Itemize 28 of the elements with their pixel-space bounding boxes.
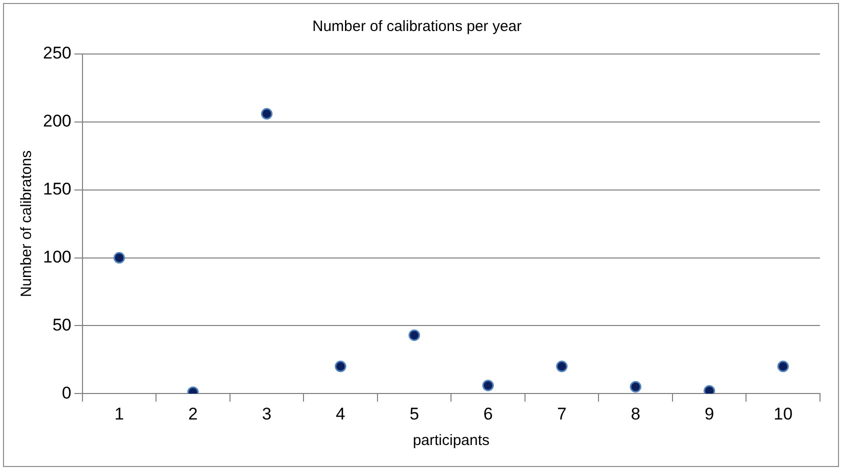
x-tick-label: 5 xyxy=(410,404,420,424)
x-tick-label: 1 xyxy=(114,404,124,424)
y-tick-label: 100 xyxy=(42,247,72,266)
point xyxy=(408,329,420,341)
y-tick-label: 250 xyxy=(42,44,72,63)
point xyxy=(630,381,642,393)
point xyxy=(261,108,273,120)
chart-title: Number of calibrations per year xyxy=(312,18,522,36)
x-tick-label: 6 xyxy=(483,404,493,424)
x-axis-title: participants xyxy=(412,432,490,450)
point xyxy=(482,380,494,392)
x-tick-label: 3 xyxy=(262,404,272,424)
y-tick-label: 50 xyxy=(52,315,72,334)
x-tick-label: 2 xyxy=(188,404,198,424)
y-tick-label: 150 xyxy=(42,180,72,199)
x-tick-label: 4 xyxy=(336,404,346,424)
x-tick-label: 10 xyxy=(774,404,793,424)
y-axis-title: Number of calibratons xyxy=(18,150,36,298)
x-tick-label: 8 xyxy=(630,404,640,424)
point xyxy=(334,360,346,372)
y-tick-label: 0 xyxy=(62,383,72,402)
x-tick-label: 7 xyxy=(557,404,567,424)
point xyxy=(113,252,125,264)
x-tick-label: 9 xyxy=(704,404,714,424)
point xyxy=(556,360,568,372)
y-tick-label: 200 xyxy=(42,112,72,131)
point xyxy=(704,385,716,394)
point xyxy=(777,360,789,372)
